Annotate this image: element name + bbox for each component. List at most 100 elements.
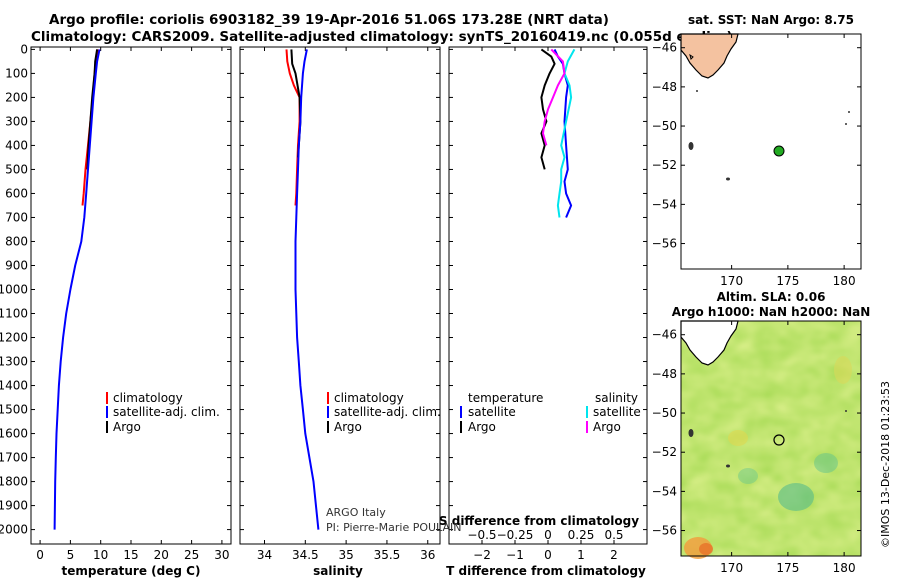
imos-timestamp: ©IMOS 13-Dec-2018 01:23:53 [879,381,892,548]
sla-high-patch [834,356,852,384]
depth-tick-label: 0 [20,42,28,56]
depth-tick-label: 1500 [0,403,28,417]
series-line-argo-salinity [542,48,566,146]
difference-profile-lines [540,48,576,218]
auckland-islands [688,142,694,150]
temperature-depth-ticks: 0 100 200 300 400 500 600 700 800 900 1000 1100 1200… [0,42,231,537]
altim-map-field [680,320,861,559]
new-zealand-south-island [680,33,739,79]
sst-map-land [680,33,850,181]
altim-map-title-line2: Argo h1000: NaN h2000: NaN [672,305,871,319]
s-diff-tick-label: 0.25 [568,528,595,542]
salinity-legend: climatology satellite-adj. clim. Argo [327,391,441,434]
x-tick-label: 2 [610,548,618,562]
depth-tick-label: 500 [5,162,28,176]
x-tick-label: 34 [257,548,272,562]
x-tick-label: 35.5 [374,548,401,562]
legend-climatology-label: climatology [334,391,404,405]
lon-tick-label: 180 [833,561,856,575]
argo-float-marker[interactable] [773,434,785,446]
series-line-satellite-adj-clim [53,49,101,530]
lat-tick-label: −46 [652,328,677,342]
legend-satellite-label: satellite-adj. clim. [113,405,220,419]
x-tick-label: −1 [506,548,524,562]
legend-temperature-header: temperature [468,391,543,405]
depth-tick-label: 1700 [0,451,28,465]
depth-tick-label: 2000 [0,523,28,537]
sla-high-patch [728,430,748,446]
salinity-profile-lines [285,49,320,530]
legend-argo-label: Argo [334,420,362,434]
bounty-islet [696,90,698,92]
sla-low-patch [778,483,814,511]
x-tick-label: 10 [93,548,108,562]
x-tick-label: 35 [338,548,353,562]
x-tick-label: 25 [184,548,199,562]
legend-climatology-label: climatology [113,391,183,405]
lat-tick-label: −50 [652,119,677,133]
series-line-argo [86,49,99,170]
series-line-argo [540,48,556,170]
depth-tick-label: 1300 [0,355,28,369]
x-tick-label: 1 [577,548,585,562]
x-tick-label: 34.5 [292,548,319,562]
islet [845,410,847,412]
sla-low-patch [814,453,838,473]
depth-tick-label: 200 [5,90,28,104]
argo-float-marker[interactable] [773,145,785,157]
depth-tick-label: 700 [5,210,28,224]
figure-title-line2: Climatology: CARS2009. Satellite-adjuste… [31,29,733,45]
depth-tick-label: 1100 [0,307,28,321]
legend-s-argo-label: Argo [593,420,621,434]
legend-t-argo-label: Argo [468,420,496,434]
x-tick-label: −2 [473,548,491,562]
difference-x-label: T difference from climatology [446,564,646,578]
legend-t-satellite-label: satellite [468,405,516,419]
s-diff-tick-label: −0.5 [467,528,496,542]
auckland-islands [688,429,694,437]
difference-depth-ticks [449,48,647,531]
altim-map-lon-ticks: 170 175 180 [720,321,856,575]
s-diff-tick-label: 0.5 [604,528,623,542]
lat-tick-label: −48 [652,367,677,381]
difference-panel-frame [448,46,648,545]
lat-tick-label: −54 [652,197,677,211]
temperature-x-label: temperature (deg C) [62,564,201,578]
s-diff-tick-label: 0 [544,528,552,542]
salinity-x-label: salinity [313,564,363,578]
x-tick-label: 20 [154,548,169,562]
lon-tick-label: 170 [720,274,743,288]
principal-investigator-label: PI: Pierre-Marie POULAIN [326,521,461,534]
campbell-island [726,464,730,468]
lon-tick-label: 170 [720,561,743,575]
x-tick-label: 0 [36,548,44,562]
temperature-legend: climatology satellite-adj. clim. Argo [106,391,220,434]
series-line-satellite-adj-clim [294,49,320,530]
depth-tick-label: 100 [5,66,28,80]
lat-tick-label: −46 [652,41,677,55]
new-zealand-south-island [680,320,739,366]
stewart-island [689,53,694,60]
lon-tick-label: 180 [833,274,856,288]
legend-satellite-label: satellite-adj. clim. [334,405,441,419]
altim-map-lat-ticks: −46 −48 −50 −52 −54 −56 [652,328,861,538]
lat-tick-label: −50 [652,406,677,420]
islet [848,111,850,113]
sla-high-patch [699,543,713,555]
antipodes-islet [845,123,847,125]
legend-s-satellite-label: satellite [593,405,641,419]
salinity-panel-frame [239,46,441,545]
difference-legend: temperature salinity satellite Argo sate… [460,391,641,434]
salinity-depth-ticks [240,48,440,531]
sst-map-lon-ticks: 170 175 180 [720,34,856,288]
campbell-island [726,177,730,181]
depth-tick-label: 400 [5,138,28,152]
x-tick-label: 0 [544,548,552,562]
lat-tick-label: −52 [652,158,677,172]
temperature-panel-frame [30,46,232,545]
argo-program-label: ARGO Italy [326,506,386,519]
depth-tick-label: 800 [5,234,28,248]
depth-tick-label: 1800 [0,475,28,489]
sst-map-title: sat. SST: NaN Argo: 8.75 [688,13,854,27]
lat-tick-label: −54 [652,484,677,498]
